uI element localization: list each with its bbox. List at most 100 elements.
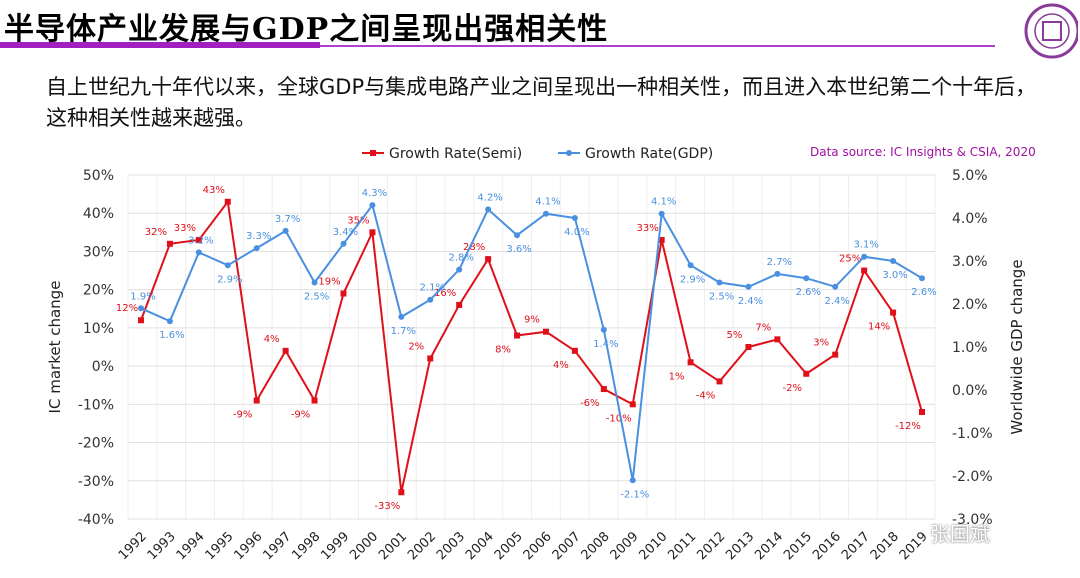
y-tick-label: 0%	[92, 359, 114, 375]
data-label: -9%	[291, 410, 310, 421]
data-point	[571, 347, 578, 354]
x-tick-label: 2002	[405, 529, 439, 563]
data-point	[485, 256, 492, 263]
data-label: 1%	[669, 371, 685, 382]
y2-tick-label: 1.0%	[952, 340, 988, 356]
x-tick-label: 2014	[752, 529, 786, 563]
data-label: 3%	[813, 338, 829, 349]
data-point	[485, 206, 492, 213]
data-point	[716, 279, 723, 286]
data-label: 4.1%	[651, 197, 676, 208]
data-label: -2%	[783, 383, 802, 394]
data-label: 8%	[495, 345, 511, 356]
x-tick-label: 2009	[608, 529, 642, 563]
x-tick-label: 1997	[260, 529, 294, 563]
data-label: 2%	[408, 341, 424, 352]
data-label: 1.7%	[391, 326, 416, 337]
x-tick-label: 1996	[232, 529, 266, 563]
x-tick-label: 1995	[203, 529, 237, 563]
data-point	[774, 336, 781, 343]
x-tick-label: 2000	[347, 529, 381, 563]
data-point	[832, 283, 839, 290]
title-underline-thick	[0, 42, 320, 48]
x-tick-label: 1993	[145, 529, 179, 563]
watermark: 张国斌	[930, 522, 990, 546]
data-point	[600, 326, 607, 333]
slide-title: 半导体产业发展与GDP之间呈现出强相关性	[4, 12, 609, 47]
data-point	[427, 296, 434, 303]
university-seal-logo	[1024, 3, 1078, 59]
data-point	[514, 332, 521, 339]
y2-tick-label: -1.0%	[952, 426, 993, 442]
data-point	[919, 275, 925, 282]
data-label: -2.1%	[620, 489, 649, 500]
data-label: 3.1%	[853, 240, 878, 251]
data-label: 4.3%	[362, 188, 387, 199]
x-tick-label: 2007	[550, 529, 584, 563]
data-label: 35%	[347, 215, 369, 226]
data-point	[832, 351, 839, 358]
data-point	[427, 355, 434, 362]
data-label: 4%	[264, 334, 280, 345]
x-tick-label: 2015	[781, 529, 815, 563]
x-tick-label: 2008	[579, 529, 613, 563]
data-point	[919, 408, 925, 415]
data-label: 2.1%	[420, 283, 445, 294]
data-point	[542, 328, 549, 335]
y2-tick-label: 0.0%	[952, 383, 988, 399]
data-point	[195, 249, 202, 256]
data-label: -10%	[606, 413, 632, 424]
data-label: 1.6%	[159, 330, 184, 341]
data-point	[514, 232, 521, 239]
data-point	[861, 253, 868, 260]
data-label: -33%	[374, 501, 400, 512]
data-point	[369, 202, 376, 209]
data-point	[282, 347, 289, 354]
data-point	[542, 210, 549, 217]
y2-axis-label: Worldwide GDP change	[1008, 259, 1026, 434]
data-point	[774, 270, 781, 277]
data-label: 3.3%	[246, 231, 271, 242]
data-label: 2.6%	[911, 287, 936, 298]
data-point	[224, 262, 231, 269]
data-label: 16%	[434, 288, 456, 299]
data-point	[138, 305, 144, 312]
data-label: 3.7%	[275, 214, 300, 225]
x-tick-label: 2001	[376, 529, 410, 563]
data-point	[166, 240, 173, 247]
data-label: 25%	[839, 254, 861, 265]
data-label: 19%	[318, 276, 340, 287]
data-point	[745, 283, 752, 290]
data-label: 1.4%	[593, 339, 618, 350]
data-point	[629, 401, 636, 408]
x-tick-label: 2016	[810, 529, 844, 563]
data-point	[253, 245, 260, 252]
legend-label: Growth Rate(GDP)	[585, 146, 713, 162]
y2-tick-label: 5.0%	[952, 168, 988, 184]
y-tick-label: 20%	[83, 283, 114, 299]
data-label: 3.6%	[506, 244, 531, 255]
data-label: -4%	[696, 390, 715, 401]
data-label: 33%	[637, 223, 659, 234]
x-tick-label: 2013	[723, 529, 757, 563]
x-tick-label: 2006	[521, 529, 555, 563]
data-point	[745, 344, 752, 350]
data-label: 1.9%	[130, 291, 155, 302]
data-point	[340, 240, 347, 247]
data-point	[340, 290, 347, 297]
data-label: 2.4%	[738, 296, 763, 307]
x-tick-label: 2019	[897, 529, 931, 563]
data-point	[311, 279, 318, 286]
data-label: -9%	[233, 410, 252, 421]
y2-tick-label: 4.0%	[952, 211, 988, 227]
y-tick-label: -30%	[78, 474, 114, 490]
x-tick-label: 1998	[289, 529, 323, 563]
series-line-gdp	[140, 202, 923, 481]
series-line-semi	[140, 199, 923, 493]
data-label: 2.4%	[825, 296, 850, 307]
y-tick-label: 40%	[83, 206, 114, 222]
x-tick-label: 2018	[868, 529, 902, 563]
data-label: 4.1%	[535, 197, 560, 208]
data-label: 7%	[755, 322, 771, 333]
data-label: 2.9%	[217, 274, 242, 285]
